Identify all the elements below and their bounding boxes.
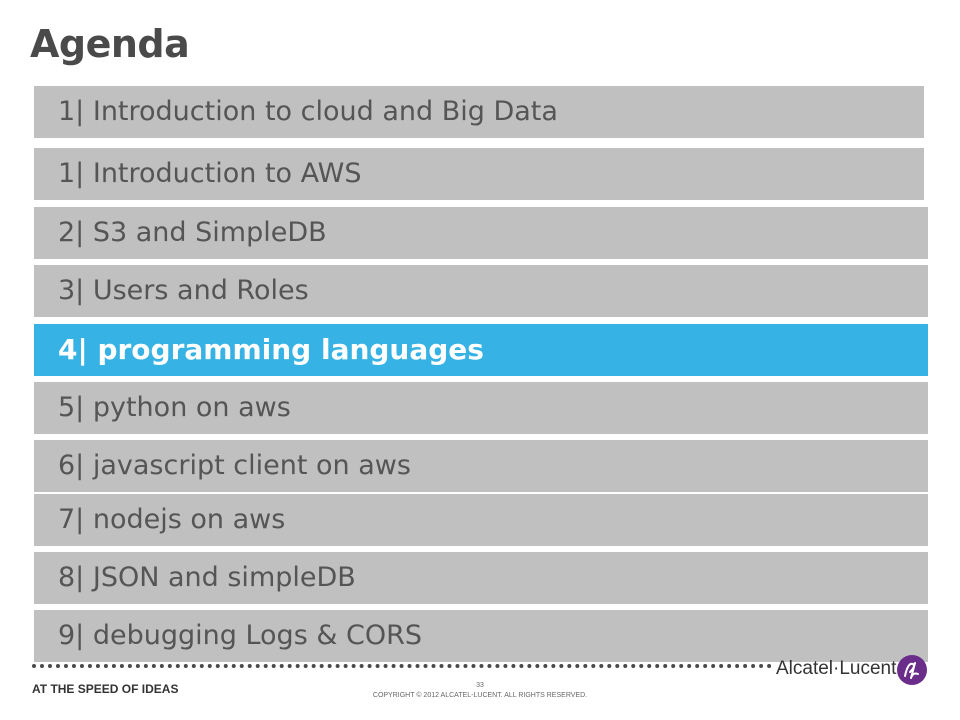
footer-tagline: AT THE SPEED OF IDEAS [32, 682, 179, 696]
footer-divider [32, 664, 772, 668]
alcatel-lucent-logo-icon [897, 655, 927, 685]
agenda-item-intro-cloud-big-data[interactable]: 1| Introduction to cloud and Big Data [34, 86, 924, 138]
brand-name: Alcatel·Lucent [776, 658, 897, 679]
agenda-item-s3-simpledb[interactable]: 2| S3 and SimpleDB [34, 207, 928, 259]
agenda-item-python-aws[interactable]: 5| python on aws [34, 382, 928, 434]
agenda-item-intro-aws[interactable]: 1| Introduction to AWS [34, 148, 924, 200]
agenda-item-programming-languages[interactable]: 4| programming languages [34, 324, 928, 376]
agenda-item-debugging-logs-cors[interactable]: 9| debugging Logs & CORS [34, 610, 928, 662]
agenda-item-nodejs-aws[interactable]: 7| nodejs on aws [34, 494, 928, 546]
agenda-item-json-simpledb[interactable]: 8| JSON and simpleDB [34, 552, 928, 604]
agenda-item-javascript-client-aws[interactable]: 6| javascript client on aws [34, 440, 928, 492]
page-title: Agenda [30, 22, 190, 66]
agenda-item-users-roles[interactable]: 3| Users and Roles [34, 265, 928, 317]
copyright-notice: COPYRIGHT © 2012 ALCATEL-LUCENT. ALL RIG… [372, 692, 588, 699]
page-number: 33 [476, 682, 484, 689]
